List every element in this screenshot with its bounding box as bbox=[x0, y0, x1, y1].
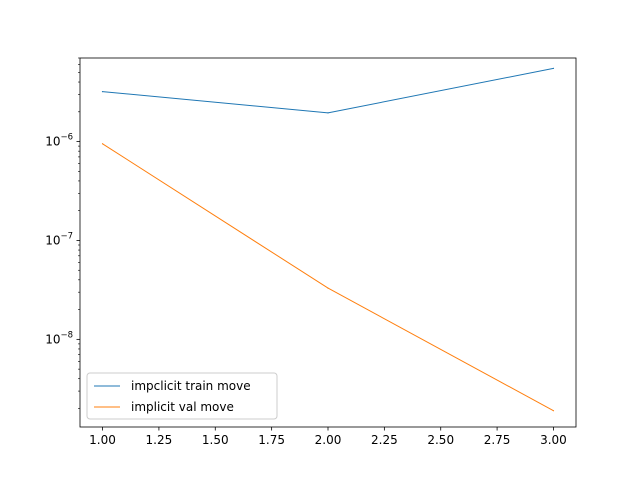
x-tick-label: 1.25 bbox=[146, 433, 173, 447]
series-line-val bbox=[102, 143, 554, 412]
plot-area-frame bbox=[79, 57, 577, 428]
legend: impclicit train move implicit val move bbox=[86, 372, 278, 420]
y-tick-label: 10−7 bbox=[45, 231, 73, 247]
series-line-train bbox=[102, 67, 554, 114]
x-tick-label: 1.00 bbox=[89, 433, 116, 447]
x-axis-ticks: 1.00 1.25 1.50 1.75 2.00 2.25 2.50 2.75 3.00 bbox=[89, 427, 567, 447]
legend-box bbox=[86, 372, 278, 420]
legend-label-val: implicit val move bbox=[131, 400, 234, 414]
data-point bbox=[101, 91, 104, 93]
data-point bbox=[327, 112, 329, 114]
series-lines bbox=[101, 67, 555, 412]
x-tick-label: 2.50 bbox=[427, 433, 454, 447]
x-tick-label: 1.50 bbox=[202, 433, 229, 447]
data-point bbox=[327, 287, 329, 289]
x-tick-label: 2.00 bbox=[315, 433, 342, 447]
y-tick-label: 10−6 bbox=[45, 133, 73, 149]
legend-label-train: impclicit train move bbox=[131, 379, 251, 393]
y-major-ticks: 10−8 10−7 10−6 bbox=[45, 133, 80, 346]
x-tick-label: 3.00 bbox=[540, 433, 567, 447]
data-point bbox=[101, 143, 104, 145]
x-tick-label: 1.75 bbox=[258, 433, 285, 447]
data-point bbox=[552, 67, 555, 69]
y-tick-label: 10−8 bbox=[45, 330, 73, 346]
data-point bbox=[552, 410, 555, 412]
x-tick-label: 2.75 bbox=[484, 433, 511, 447]
x-tick-label: 2.25 bbox=[371, 433, 398, 447]
